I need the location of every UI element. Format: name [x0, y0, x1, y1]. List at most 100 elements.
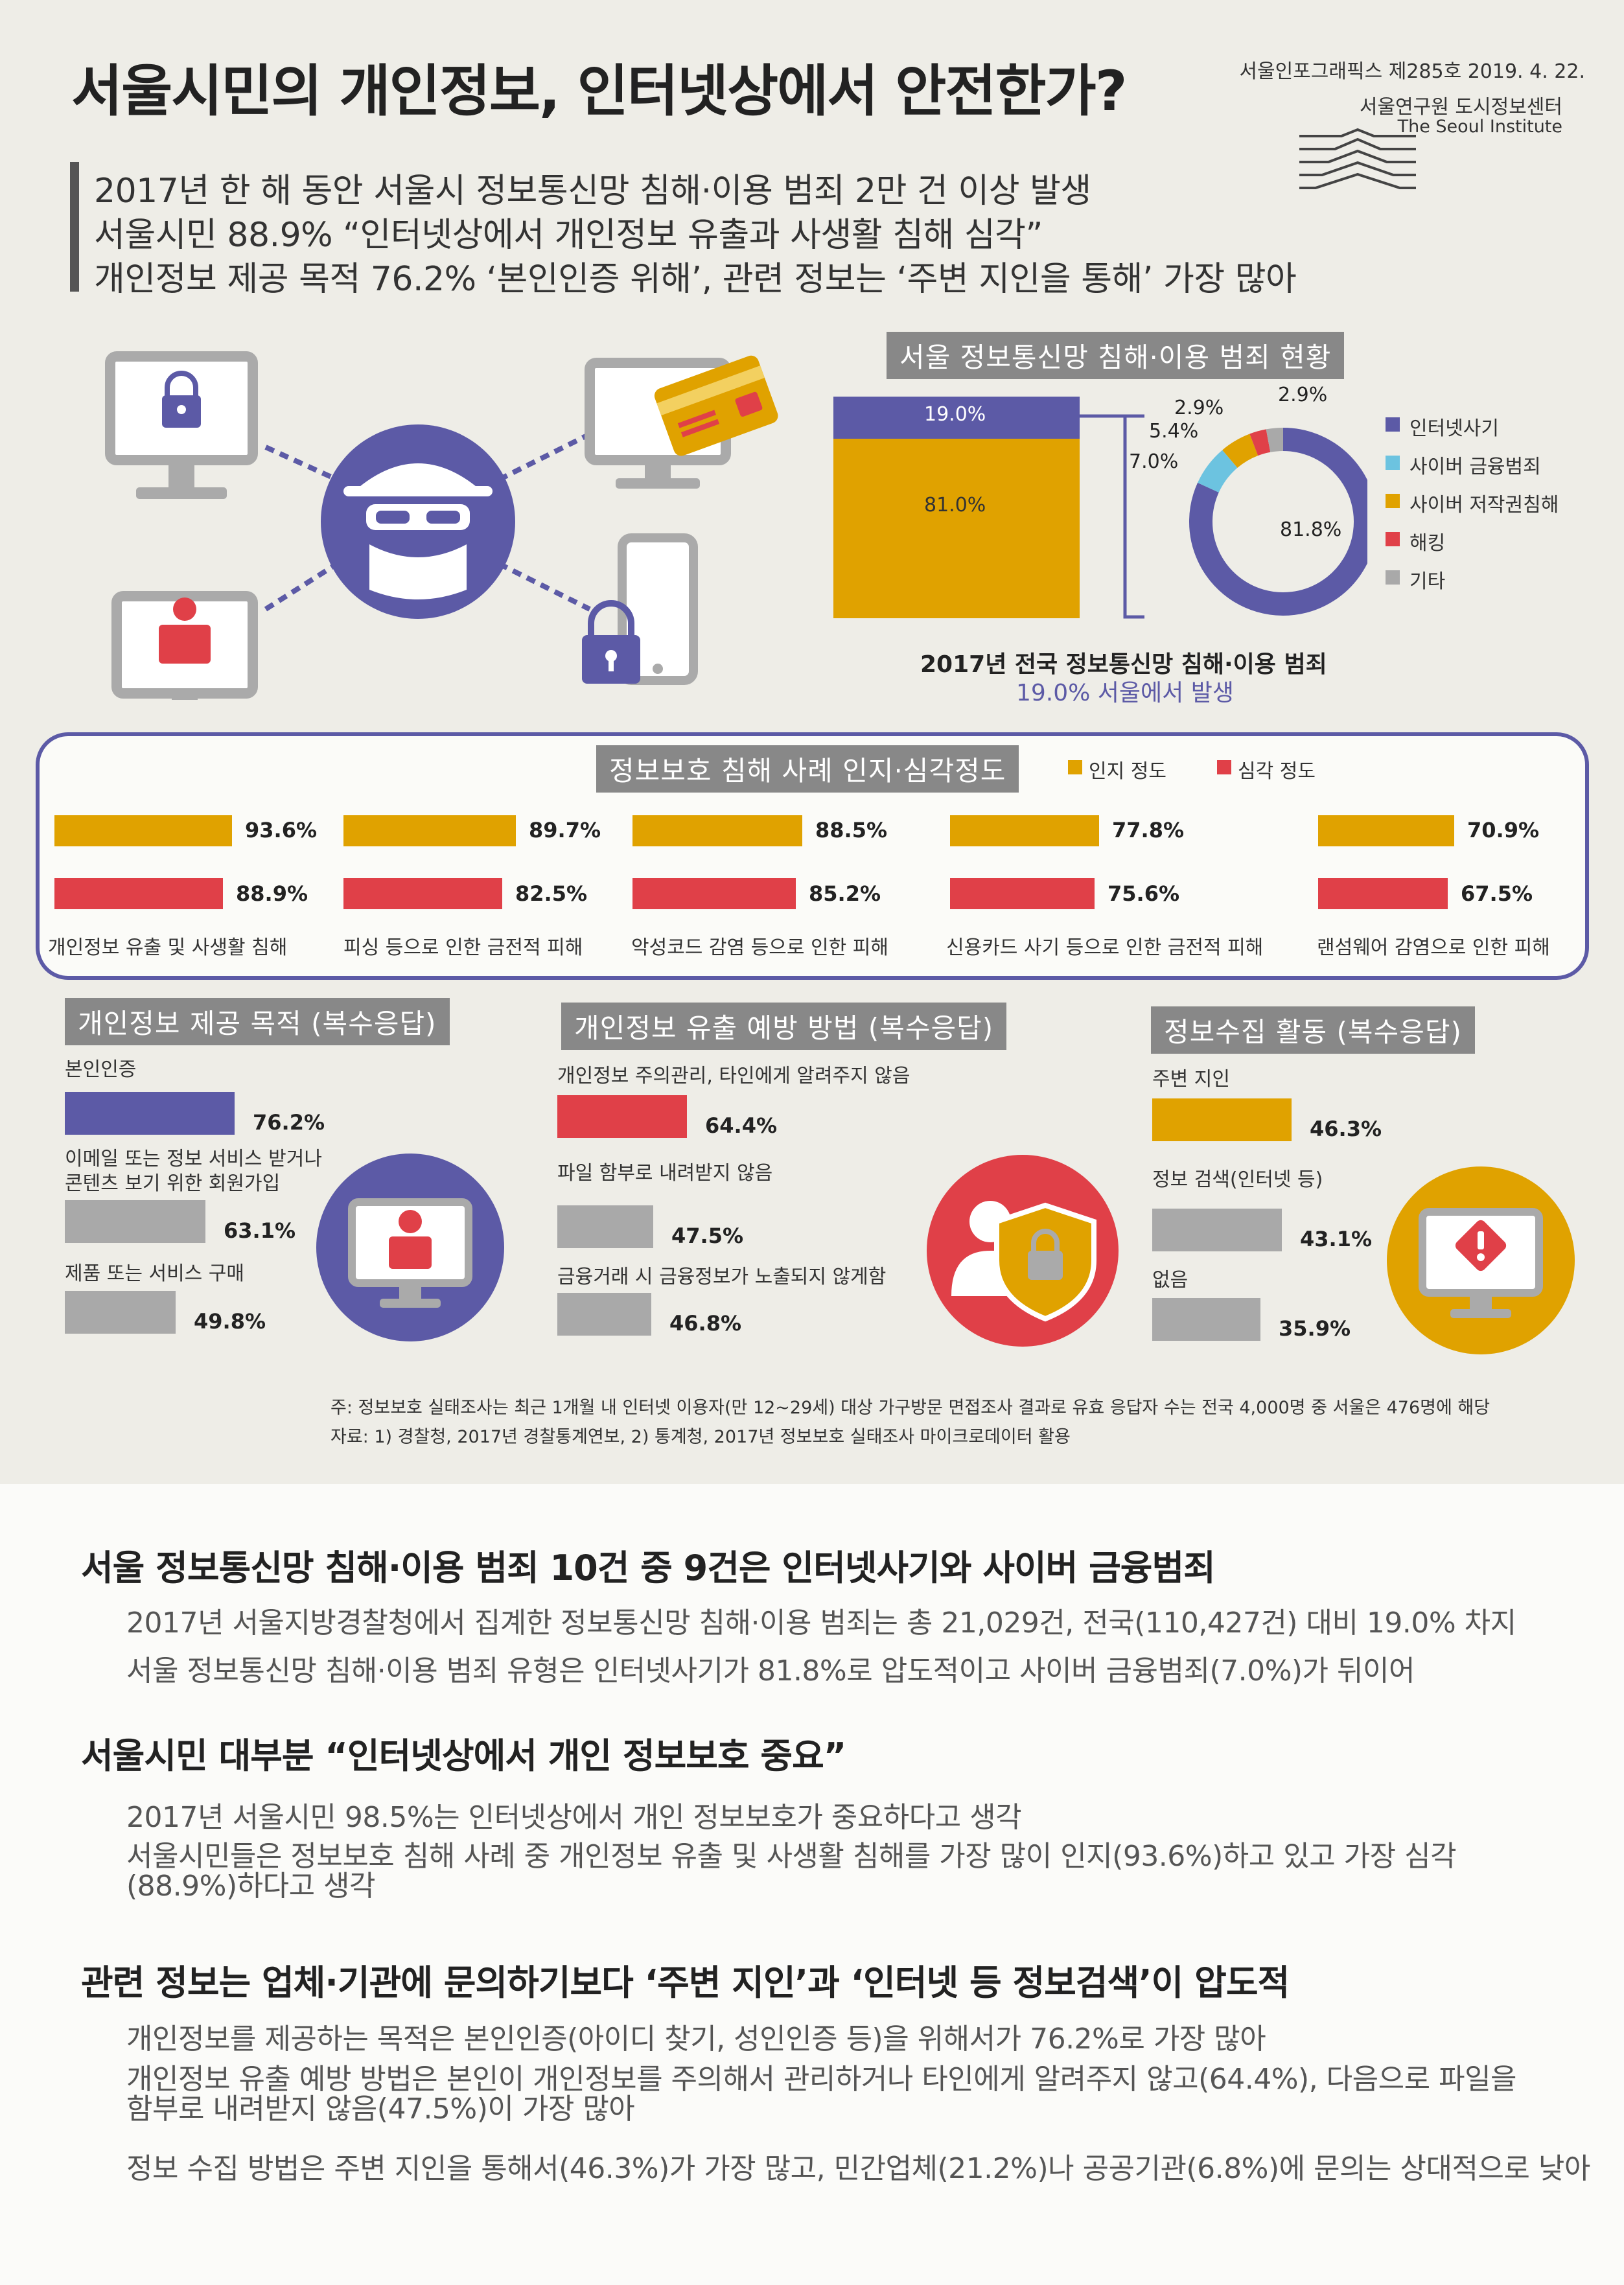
- hacker-icon: [321, 424, 515, 619]
- monitor-credit-card-icon: [585, 355, 778, 489]
- legend-label-finance: 사이버 금융범죄: [1409, 456, 1541, 478]
- legend-label-fraud: 인터넷사기: [1409, 417, 1499, 440]
- purpose-value: 76.2%: [253, 1110, 325, 1135]
- purpose-bar: [65, 1291, 176, 1334]
- crime-caption-highlight: 19.0% 서울에서 발생: [1016, 680, 1234, 706]
- collection-bar: [1152, 1209, 1282, 1251]
- legend-swatch-hacking: [1386, 532, 1400, 546]
- monitor-user-illustration: [316, 1154, 504, 1341]
- legend-swatch-other: [1386, 570, 1400, 585]
- prevention-category-label: 파일 함부로 내려받지 않음: [557, 1162, 773, 1185]
- severity-value: 88.9%: [236, 881, 308, 906]
- institute-name-en: The Seoul Institute: [1397, 117, 1562, 137]
- crime-type-donut-chart: [1189, 428, 1367, 616]
- body-heading-1: 서울 정보통신망 침해·이용 범죄 10건 중 9건은 인터넷사기와 사이버 금…: [81, 1548, 1216, 1588]
- donut-label-hacking: 2.9%: [1174, 397, 1224, 419]
- monitor-user-icon: [111, 591, 258, 700]
- collection-bar: [1152, 1298, 1260, 1341]
- purpose-bar: [65, 1200, 205, 1243]
- legend-swatch-finance: [1386, 456, 1400, 470]
- awareness-bar: [632, 815, 802, 846]
- headline-3: 개인정보 제공 목적 76.2% ‘본인인증 위해’, 관련 정보는 ‘주변 지…: [94, 260, 1297, 299]
- headline-marker: [70, 162, 79, 292]
- awareness-bar: [950, 815, 1099, 846]
- awareness-bar: [54, 815, 232, 846]
- prevention-bar: [557, 1293, 651, 1336]
- donut-label-copyright: 5.4%: [1149, 420, 1199, 443]
- purpose-title: 개인정보 제공 목적 (복수응답): [65, 998, 450, 1045]
- legend-swatch-copyright: [1386, 494, 1400, 508]
- severity-value: 75.6%: [1108, 881, 1180, 906]
- donut-label-other: 2.9%: [1278, 384, 1328, 406]
- severity-bar: [632, 878, 796, 909]
- awareness-category-label: 개인정보 유출 및 사생활 침해: [48, 936, 288, 959]
- headline-1: 2017년 한 해 동안 서울시 정보통신망 침해·이용 범죄 2만 건 이상 …: [94, 172, 1091, 211]
- institute-name-kr: 서울연구원 도시정보센터: [1359, 96, 1562, 119]
- donut-label-fraud: 81.8%: [1280, 518, 1342, 541]
- seoul-share-segment: [833, 397, 1080, 439]
- severity-value: 67.5%: [1461, 881, 1533, 906]
- bracket-connector: [1080, 414, 1144, 619]
- note-survey: 주: 정보보호 실태조사는 최근 1개월 내 인터넷 이용자(만 12~29세)…: [331, 1398, 1491, 1418]
- purpose-category-label: 이메일 또는 정보 서비스 받거나: [65, 1148, 322, 1170]
- collection-value: 35.9%: [1279, 1316, 1351, 1341]
- collection-value: 46.3%: [1310, 1117, 1382, 1141]
- awareness-value: 93.6%: [245, 818, 318, 842]
- body-1-line-2: 서울 정보통신망 침해·이용 범죄 유형은 인터넷사기가 81.8%로 압도적이…: [126, 1654, 1415, 1688]
- prevention-title: 개인정보 유출 예방 방법 (복수응답): [561, 1003, 1007, 1050]
- donut-slice-copyright: [1222, 434, 1259, 469]
- awareness-bar: [343, 815, 516, 846]
- severity-value: 85.2%: [809, 881, 881, 906]
- prevention-category-label: 개인정보 주의관리, 타인에게 알려주지 않음: [557, 1065, 911, 1087]
- prevention-bar: [557, 1205, 653, 1248]
- awareness-category-label: 신용카드 사기 등으로 인한 금전적 피해: [946, 936, 1264, 959]
- body-1-line-1: 2017년 서울지방경찰청에서 집계한 정보통신망 침해·이용 범죄는 총 21…: [126, 1606, 1516, 1640]
- collection-title: 정보수집 활동 (복수응답): [1151, 1006, 1475, 1054]
- awareness-value: 88.5%: [815, 818, 888, 842]
- prevention-value: 46.8%: [669, 1311, 742, 1336]
- page-title: 서울시민의 개인정보, 인터넷상에서 안전한가?: [71, 59, 1128, 124]
- user-shield-illustration: [927, 1155, 1119, 1347]
- severity-bar: [54, 878, 223, 909]
- body-2-line-2: 서울시민들은 정보보호 침해 사례 중 개인정보 유출 및 사생활 침해를 가장…: [126, 1840, 1457, 1903]
- collection-bar: [1152, 1098, 1292, 1141]
- donut-label-finance: 7.0%: [1129, 450, 1179, 473]
- awareness-title: 정보보호 침해 사례 인지·심각정도: [596, 745, 1019, 793]
- legend-label-awareness: 인지 정도: [1089, 760, 1166, 783]
- awareness-category-label: 피싱 등으로 인한 금전적 피해: [343, 936, 583, 959]
- prevention-bar: [557, 1095, 687, 1138]
- legend-swatch-fraud: [1386, 417, 1400, 432]
- other-region-share-label: 81.0%: [924, 494, 986, 516]
- body-3-line-3: 정보 수집 방법은 주변 지인을 통해서(46.3%)가 가장 많고, 민간업체…: [126, 2152, 1590, 2185]
- seoul-share-label: 19.0%: [924, 403, 986, 426]
- donut-slice-finance: [1198, 450, 1238, 493]
- smartphone-lock-icon: [582, 533, 698, 685]
- donut-slice-fraud: [1189, 428, 1367, 616]
- legend-label-other: 기타: [1409, 570, 1446, 593]
- awareness-value: 77.8%: [1112, 818, 1185, 842]
- monitor-warning-illustration: [1387, 1166, 1575, 1354]
- awareness-bar: [1318, 815, 1454, 846]
- purpose-category-label: 콘텐츠 보기 위한 회원가입: [65, 1172, 281, 1195]
- awareness-category-label: 악성코드 감염 등으로 인한 피해: [631, 936, 888, 959]
- collection-category-label: 없음: [1152, 1269, 1189, 1292]
- legend-label-hacking: 해킹: [1409, 532, 1446, 555]
- legend-label-copyright: 사이버 저작권침해: [1409, 494, 1559, 516]
- body-3-line-1: 개인정보를 제공하는 목적은 본인인증(아이디 찾기, 성인인증 등)을 위해서…: [126, 2023, 1266, 2056]
- legend-swatch-severity: [1217, 760, 1231, 774]
- crime-caption: 2017년 전국 정보통신망 침해·이용 범죄: [920, 651, 1327, 678]
- awareness-value: 70.9%: [1467, 818, 1540, 842]
- institute-logo: [1299, 128, 1416, 189]
- other-region-share-segment: [833, 439, 1080, 618]
- purpose-category-label: 제품 또는 서비스 구매: [65, 1262, 245, 1285]
- legend-label-severity: 심각 정도: [1238, 760, 1316, 783]
- crime-status-title: 서울 정보통신망 침해·이용 범죄 현황: [887, 332, 1345, 379]
- severity-bar: [1318, 878, 1448, 909]
- note-source: 자료: 1) 경찰청, 2017년 경찰통계연보, 2) 통계청, 2017년 …: [331, 1427, 1071, 1447]
- body-heading-3: 관련 정보는 업체·기관에 문의하기보다 ‘주변 지인’과 ‘인터넷 등 정보검…: [81, 1962, 1290, 2003]
- awareness-value: 89.7%: [529, 818, 601, 842]
- body-3-line-2: 개인정보 유출 예방 방법은 본인이 개인정보를 주의해서 관리하거나 타인에게…: [126, 2063, 1517, 2126]
- collection-value: 43.1%: [1300, 1227, 1373, 1251]
- body-2-line-1: 2017년 서울시민 98.5%는 인터넷상에서 개인 정보보호가 중요하다고 …: [126, 1801, 1022, 1834]
- donut-slice-hacking: [1249, 429, 1271, 456]
